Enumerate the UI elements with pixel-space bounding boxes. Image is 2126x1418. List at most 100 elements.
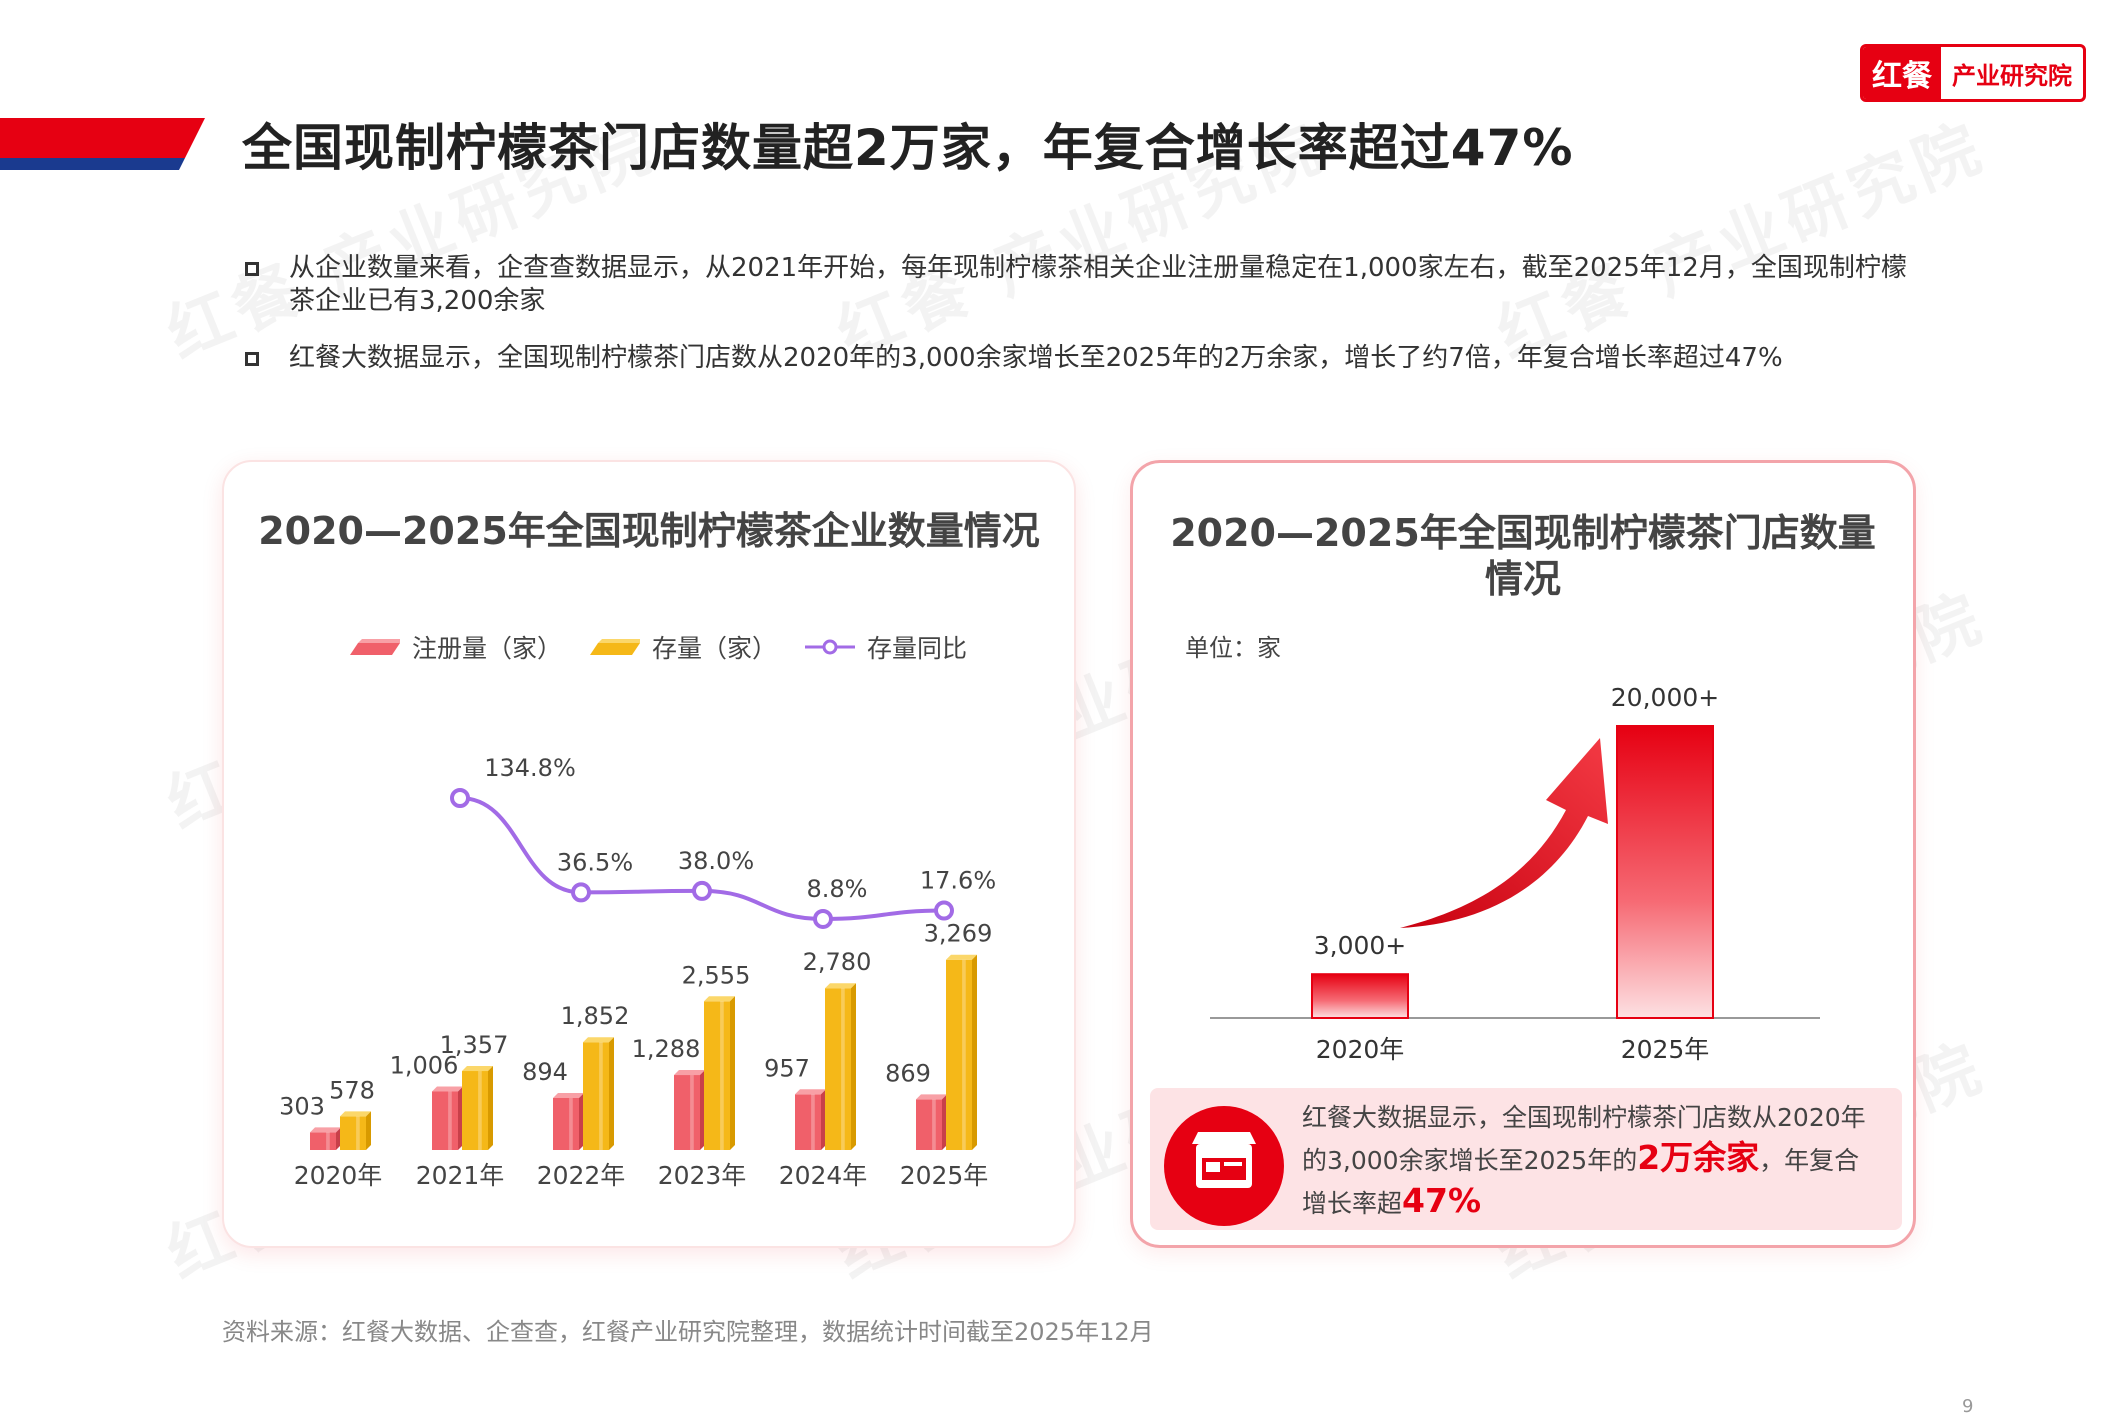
data-label-registered: 1,006 (390, 1051, 459, 1079)
bar-stock (946, 954, 977, 1150)
bar-registered-side (336, 1127, 341, 1150)
yoy-data-label: 17.6% (920, 867, 996, 895)
data-label-registered: 869 (885, 1059, 931, 1087)
yoy-data-label: 38.0% (678, 847, 754, 875)
bar-registered-top (553, 1092, 584, 1098)
bar-stock-top (704, 996, 735, 1002)
store-bar (1311, 973, 1409, 1020)
store-data-label: 3,000+ (1314, 931, 1407, 960)
brand-logo: 红餐 产业研究院 (1860, 44, 2086, 102)
x-tick-label: 2024年 (779, 1161, 868, 1190)
x-tick-label: 2020年 (1316, 1035, 1405, 1064)
x-tick-label: 2022年 (537, 1161, 626, 1190)
bar-registered-top (432, 1086, 463, 1092)
bar-registered (553, 1092, 584, 1150)
bullet-list: 从企业数量来看，企查查数据显示，从2021年开始，每年现制柠檬茶相关企业注册量稳… (245, 252, 1925, 399)
x-tick-label: 2021年 (416, 1161, 505, 1190)
bar-registered-side (821, 1089, 826, 1150)
bar-registered (674, 1070, 705, 1150)
bar-stock-front (704, 1001, 730, 1150)
bar-stock-shine (356, 1116, 360, 1150)
source-note: 资料来源：红餐大数据、企查查，红餐产业研究院整理，数据统计时间截至2025年12… (222, 1318, 1154, 1346)
bar-registered-side (700, 1070, 705, 1150)
data-label-registered: 1,288 (632, 1035, 701, 1063)
yoy-data-label: 36.5% (557, 848, 633, 876)
bar-stock-front (462, 1071, 488, 1150)
bar-registered-front (674, 1075, 700, 1150)
bar-stock-top (340, 1111, 371, 1117)
bar-stock-shine (599, 1042, 603, 1150)
bar-registered-front (553, 1097, 579, 1150)
bar-registered-side (942, 1094, 947, 1150)
bar-registered (916, 1094, 947, 1150)
data-label-stock: 3,269 (924, 920, 993, 948)
bar-stock-front (583, 1042, 609, 1150)
note-highlight-stores: 2万余家 (1637, 1138, 1760, 1177)
bar-registered-side (579, 1092, 584, 1150)
bullet-text: 红餐大数据显示，全国现制柠檬茶门店数从2020年的3,000余家增长至2025年… (289, 343, 1783, 373)
bar-registered (310, 1127, 341, 1150)
legend-swatch-registered (350, 639, 400, 655)
bar-registered-top (674, 1070, 705, 1076)
bar-registered (795, 1089, 826, 1150)
note-text-part2: ，年复合增长率超 (1302, 1146, 1860, 1218)
bar-registered-shine (448, 1091, 452, 1150)
enterprise-chart-title: 2020—2025年全国现制柠檬茶企业数量情况 (258, 509, 1040, 553)
bar-registered-shine (690, 1075, 694, 1150)
bar-stock-top (825, 983, 856, 989)
data-label-stock: 2,780 (803, 948, 872, 976)
bar-stock-shine (841, 988, 845, 1150)
bullet-item: 从企业数量来看，企查查数据显示，从2021年开始，每年现制柠檬茶相关企业注册量稳… (245, 252, 1925, 318)
store-icon (1164, 1106, 1284, 1226)
bullet-square-icon (245, 352, 259, 366)
yoy-point (813, 908, 833, 929)
data-label-registered: 957 (764, 1054, 810, 1082)
unit-label: 单位：家 (1185, 634, 1281, 662)
data-label-stock: 578 (329, 1076, 375, 1104)
bar-registered-shine (932, 1099, 936, 1150)
page-title: 全国现制柠檬茶门店数量超2万家，年复合增长率超过47% (242, 119, 1574, 177)
logo-sub-text: 产业研究院 (1952, 61, 2072, 90)
data-label-registered: 894 (522, 1058, 568, 1086)
store-bar-chart: 3,000+ 2020年 20,000+ 2025年 (1210, 683, 1820, 1064)
data-label-registered: 303 (279, 1092, 325, 1120)
bar-registered (432, 1086, 463, 1150)
summary-note-text: 红餐大数据显示，全国现制柠檬茶门店数从2020年的3,000余家增长至2025年… (1302, 1098, 1882, 1224)
bar-stock-side (366, 1111, 371, 1150)
bar-registered-top (310, 1127, 341, 1133)
bar-registered-top (795, 1089, 826, 1095)
legend-label: 注册量（家） (412, 634, 563, 663)
bullet-item: 红餐大数据显示，全国现制柠檬茶门店数从2020年的3,000余家增长至2025年… (245, 342, 1925, 375)
bar-registered-front (795, 1094, 821, 1150)
yoy-point (571, 882, 591, 903)
bar-stock-top (946, 954, 977, 960)
x-tick-label: 2025年 (1621, 1035, 1710, 1064)
bar-stock-side (609, 1037, 614, 1150)
legend-item-stock: 存量（家） (590, 629, 777, 665)
bar-stock-side (488, 1066, 493, 1150)
summary-note: 红餐大数据显示，全国现制柠檬茶门店数从2020年的3,000余家增长至2025年… (1150, 1088, 1902, 1230)
bar-registered-shine (326, 1132, 330, 1150)
legend-label: 存量（家） (652, 634, 778, 663)
bar-stock-shine (478, 1071, 482, 1150)
data-label-stock: 2,555 (682, 961, 751, 989)
bar-stock-top (462, 1066, 493, 1072)
bar-stock-shine (962, 959, 966, 1150)
chart-legend: 注册量（家） 存量（家） 存量同比 (350, 630, 995, 664)
page-number: 9 (1962, 1396, 1974, 1417)
bar-registered-side (458, 1086, 463, 1150)
bar-stock (825, 983, 856, 1150)
growth-arrow-icon (1400, 738, 1608, 928)
bullet-square-icon (245, 262, 259, 276)
bar-stock-side (972, 954, 977, 1150)
bar-stock-side (851, 983, 856, 1150)
bar-stock-shine (720, 1001, 724, 1150)
legend-label: 存量同比 (867, 634, 968, 663)
legend-item-registered: 注册量（家） (350, 629, 562, 665)
bar-registered-shine (569, 1097, 573, 1150)
yoy-point (692, 880, 712, 901)
bar-registered-shine (811, 1094, 815, 1150)
yoy-data-label: 134.8% (484, 754, 576, 782)
yoy-data-label: 8.8% (807, 875, 868, 903)
bar-stock (462, 1066, 493, 1150)
